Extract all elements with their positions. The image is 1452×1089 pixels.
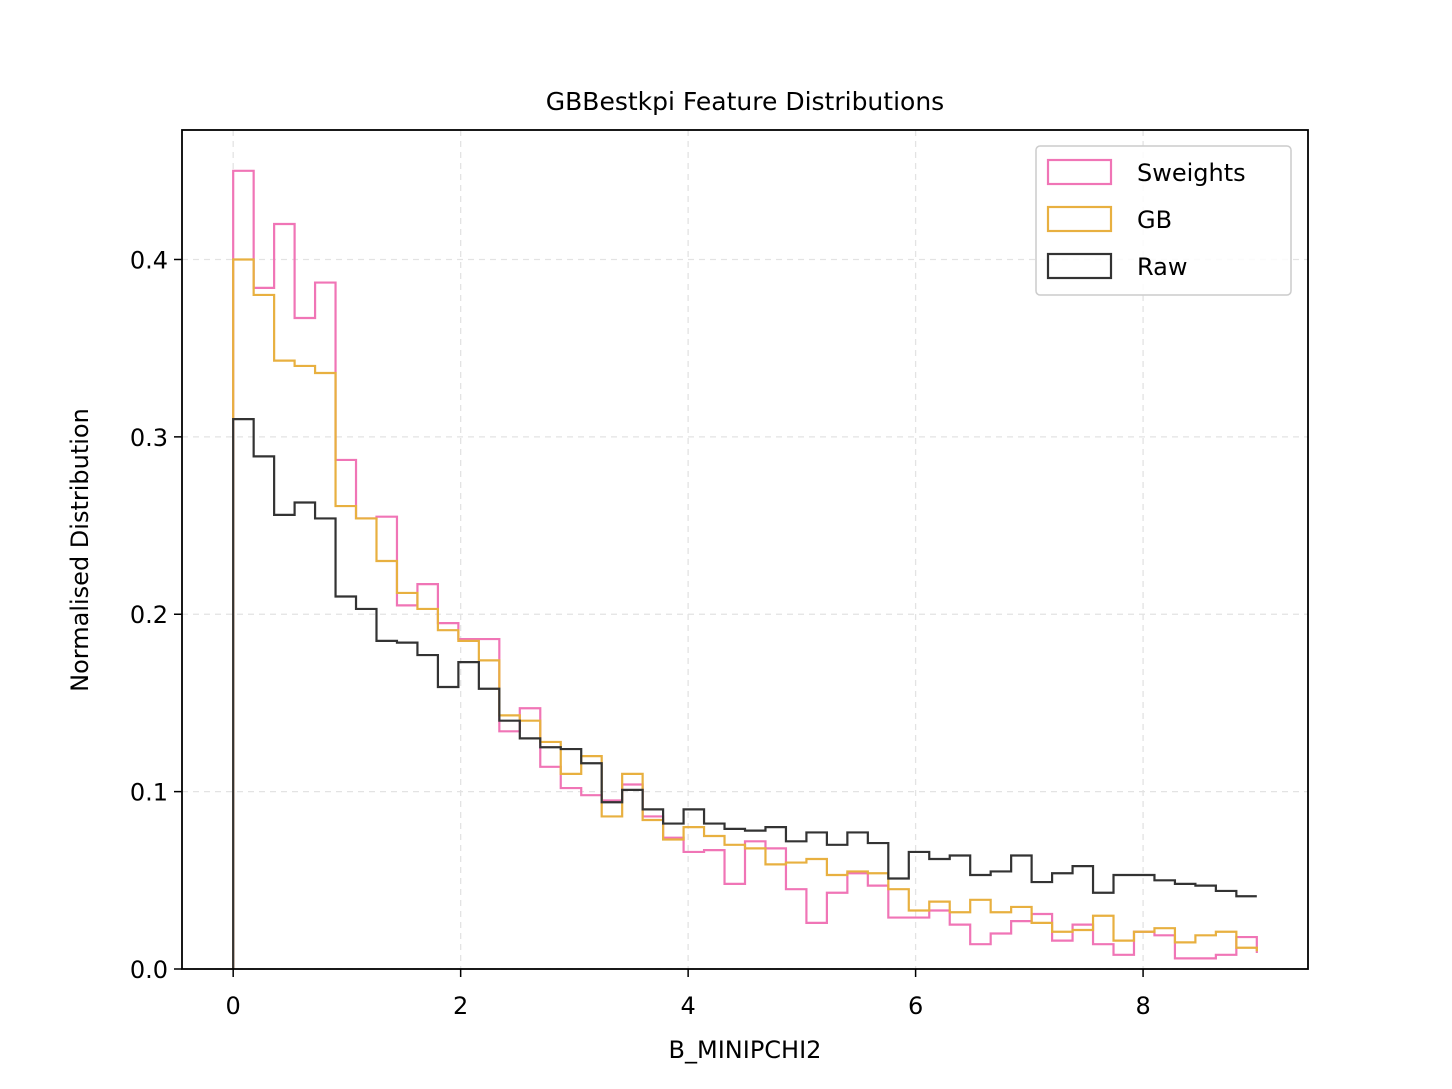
y-tick-label: 0.3 <box>130 424 168 452</box>
x-axis-label: B_MINIPCHI2 <box>669 1036 822 1064</box>
x-tick-label: 8 <box>1135 992 1150 1020</box>
y-tick-label: 0.0 <box>130 956 168 984</box>
sweights-series <box>232 169 1258 969</box>
x-tick-label: 0 <box>226 992 241 1020</box>
sweights-legend-swatch <box>1046 158 1113 186</box>
sweights-legend-label: Sweights <box>1137 159 1246 187</box>
gb-legend-swatch <box>1046 205 1113 233</box>
y-axis-label: Normalised Distribution <box>66 408 94 692</box>
y-tick-label: 0.1 <box>130 779 168 807</box>
y-tick-label: 0.4 <box>130 246 168 274</box>
plot-frame <box>181 129 1309 970</box>
chart-title: GBBestkpi Feature Distributions <box>546 87 944 116</box>
y-axis: 0.0 0.1 0.2 0.3 0.4 <box>130 246 182 984</box>
raw-series <box>232 418 1257 969</box>
raw-step-line <box>232 418 1257 969</box>
x-axis: 0 2 4 6 8 <box>226 969 1151 1020</box>
y-tick-label: 0.2 <box>130 601 168 629</box>
gb-series <box>232 258 1258 969</box>
x-tick-label: 6 <box>908 992 923 1020</box>
raw-legend-swatch <box>1046 252 1113 280</box>
sweights-step-line <box>232 169 1258 969</box>
series-layer <box>232 169 1258 969</box>
gb-step-line <box>232 258 1258 969</box>
x-tick-label: 2 <box>453 992 468 1020</box>
legend: Sweights GB Raw <box>1035 145 1292 296</box>
x-tick-label: 4 <box>680 992 695 1020</box>
gb-legend-label: GB <box>1137 206 1172 234</box>
raw-legend-label: Raw <box>1137 253 1187 281</box>
